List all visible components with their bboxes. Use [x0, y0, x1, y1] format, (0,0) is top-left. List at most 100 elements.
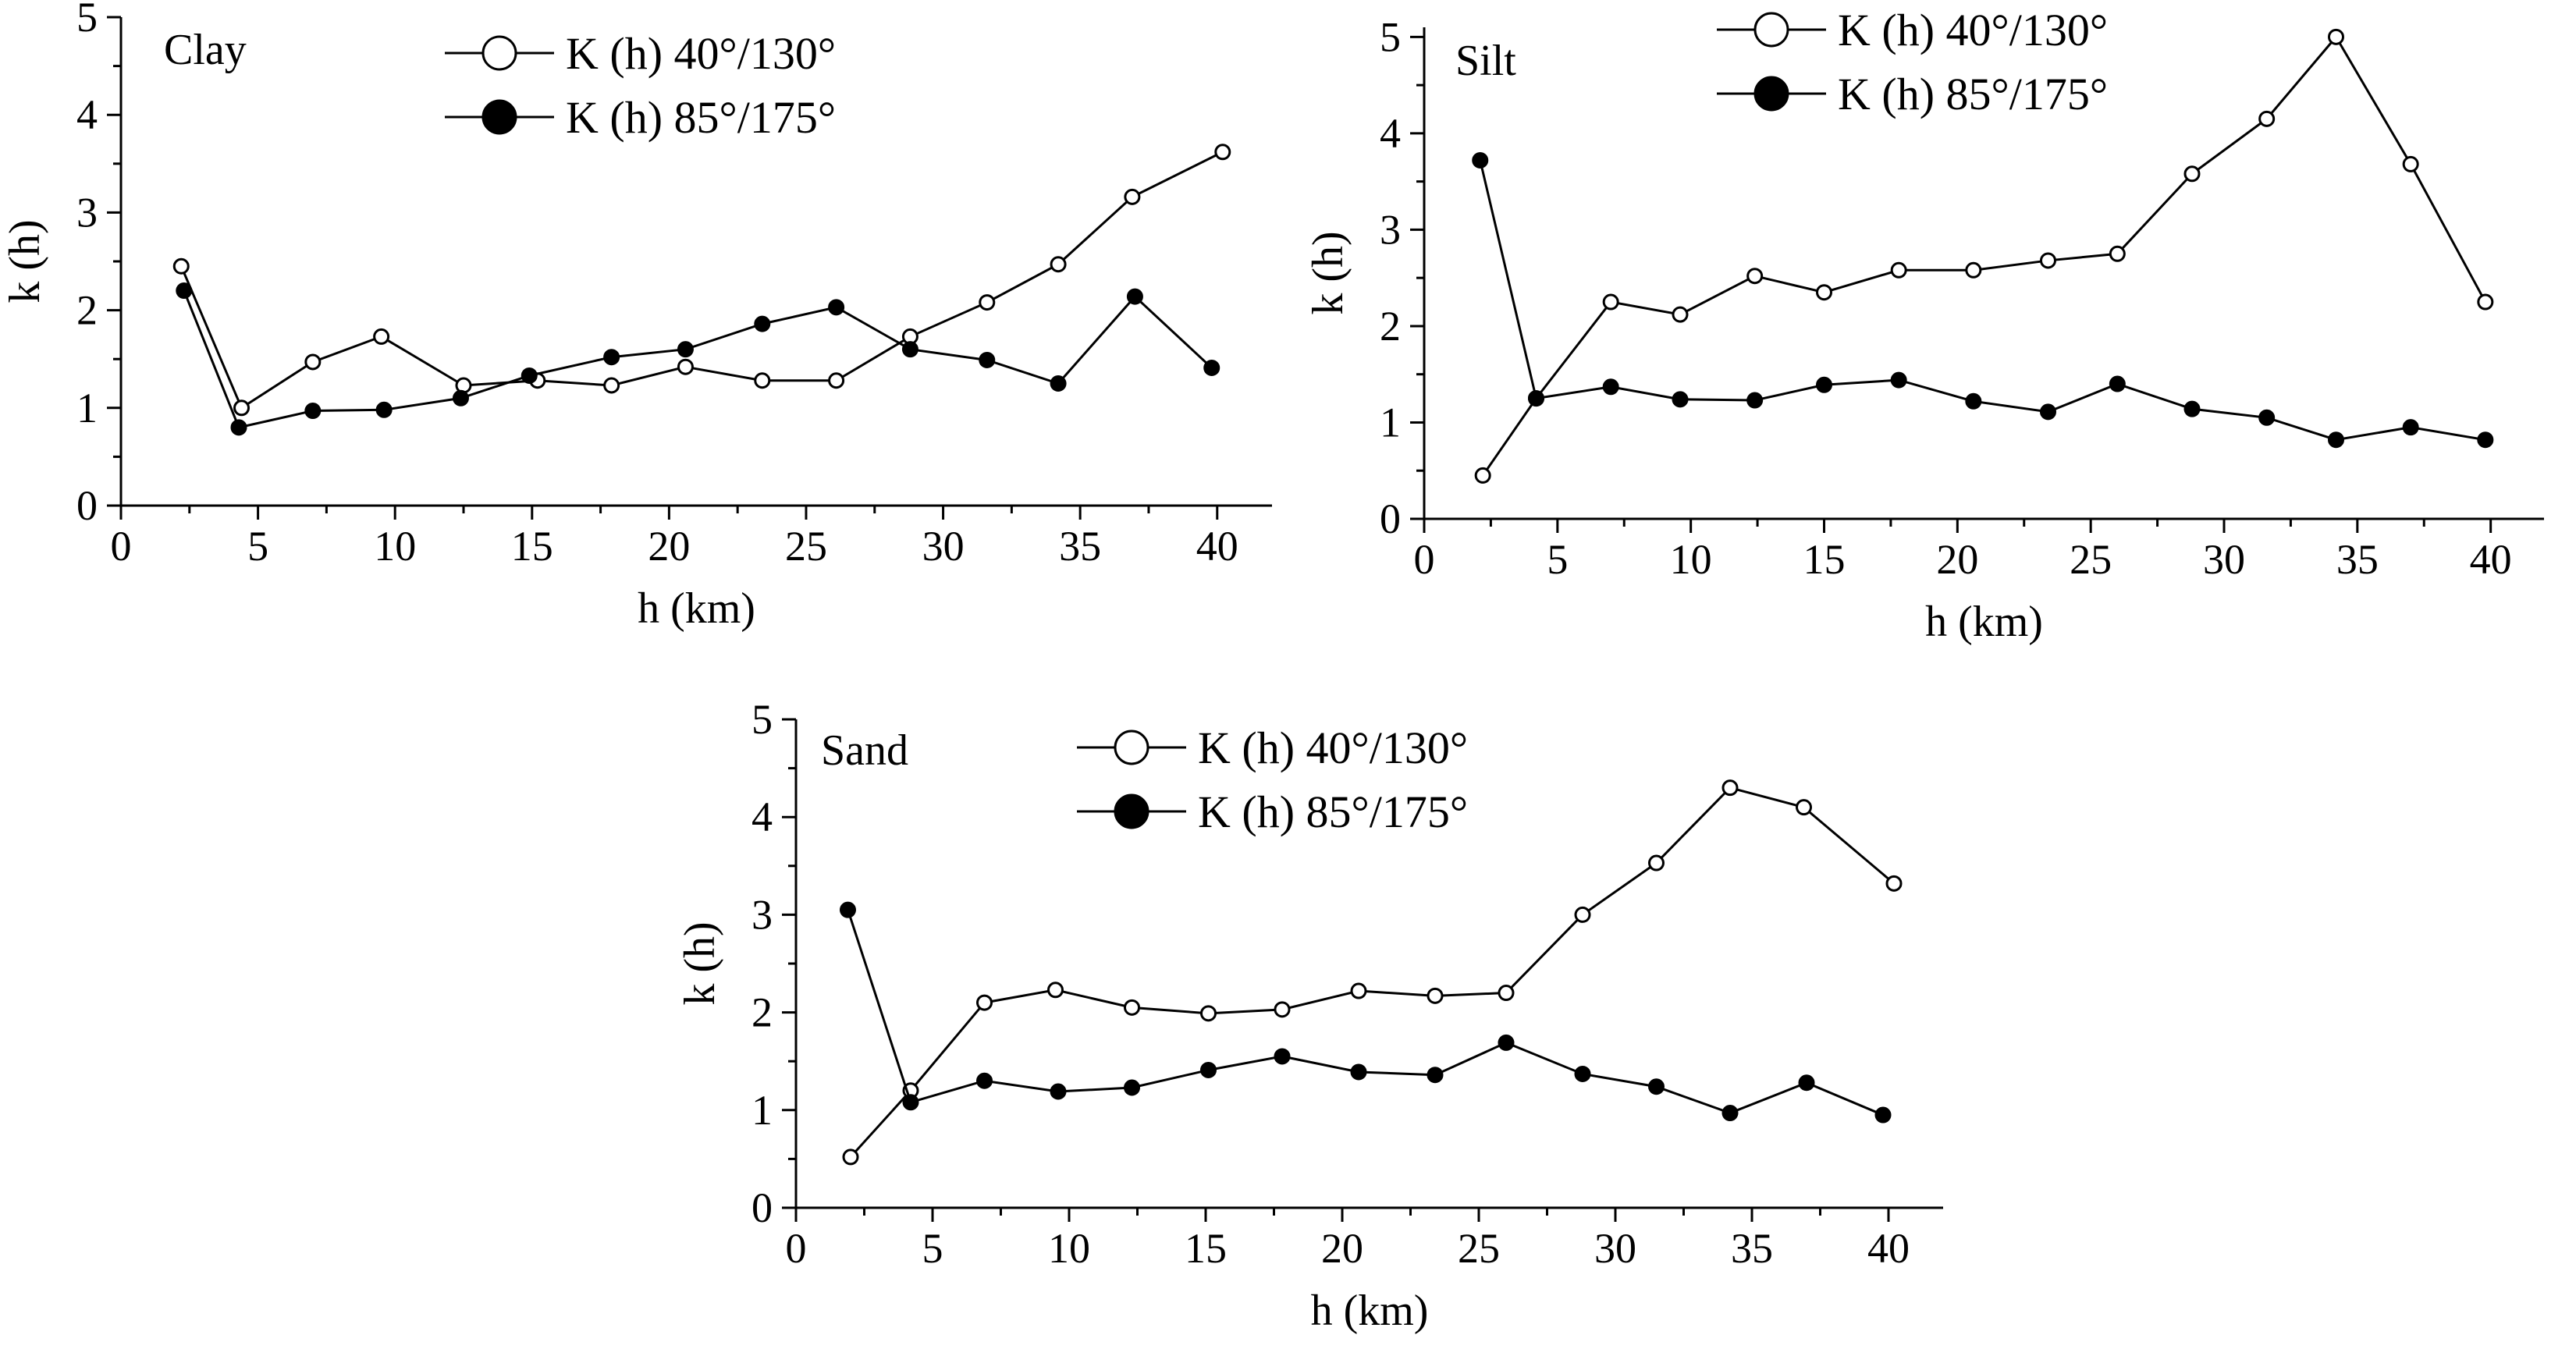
data-point-filled [902, 1094, 919, 1111]
x-tick-label: 20 [1321, 1225, 1363, 1272]
series-line [179, 151, 1224, 410]
legend-label: K (h) 40°/130° [1198, 722, 1468, 773]
data-point-open [1746, 268, 1764, 285]
x-tick-label: 10 [374, 523, 416, 570]
legend-label: K (h) 85°/175° [1838, 69, 2108, 119]
x-tick-label: 40 [1196, 523, 1238, 570]
data-point-open [1965, 261, 1982, 279]
data-point-filled [1124, 1079, 1140, 1096]
x-tick-label: 40 [1867, 1225, 1910, 1272]
panel-title: Silt [1455, 37, 1516, 85]
data-point-filled [1672, 391, 1689, 408]
x-tick-label: 5 [247, 523, 268, 570]
data-point-filled [176, 282, 193, 300]
data-point-filled [828, 299, 845, 316]
x-tick-label: 40 [2470, 536, 2512, 583]
y-tick-label: 4 [1380, 110, 1401, 157]
x-tick-label: 25 [1458, 1225, 1500, 1272]
data-point-open [842, 1148, 859, 1166]
legend-marker-open [1753, 12, 1789, 48]
data-point-filled [452, 389, 469, 406]
data-point-open [1816, 284, 1832, 301]
panel-title: Sand [821, 726, 908, 775]
data-point-filled [677, 341, 694, 358]
y-tick-label: 1 [751, 1087, 773, 1134]
data-point-open [1214, 144, 1231, 161]
series-line [847, 909, 1884, 1116]
data-point-open [1498, 985, 1515, 1002]
y-tick-label: 1 [76, 385, 98, 431]
x-axis-title: h (km) [1311, 1287, 1429, 1335]
data-point-open [1124, 999, 1140, 1016]
data-point-filled [1965, 392, 1982, 410]
legend-label: K (h) 40°/130° [1838, 5, 2108, 55]
data-point-filled [1050, 375, 1067, 392]
y-tick-label: 0 [76, 482, 98, 529]
data-point-filled [1200, 1061, 1217, 1078]
data-point-filled [1890, 371, 1907, 389]
data-point-open [2402, 155, 2419, 172]
y-axis-title: k (h) [1, 219, 49, 303]
y-axis-title: k (h) [1304, 231, 1352, 314]
data-point-filled [1498, 1034, 1515, 1051]
data-point-open [1602, 293, 1619, 311]
legend-label: K (h) 85°/175° [566, 92, 836, 143]
x-tick-label: 10 [1048, 1225, 1090, 1272]
y-tick-label: 5 [76, 0, 98, 41]
data-point-filled [979, 351, 996, 368]
x-tick-label: 35 [2336, 536, 2379, 583]
data-point-filled [1746, 392, 1764, 409]
series-line [849, 786, 1895, 1158]
data-point-filled [2477, 431, 2494, 449]
data-point-filled [230, 419, 247, 436]
data-point-open [172, 257, 190, 275]
data-point-filled [1648, 1078, 1665, 1095]
data-point-open [1047, 982, 1064, 999]
x-tick-label: 5 [922, 1225, 943, 1272]
x-tick-label: 20 [648, 523, 690, 570]
x-axis-title: h (km) [638, 584, 755, 633]
data-point-filled [375, 401, 393, 418]
x-tick-label: 30 [922, 523, 965, 570]
data-point-filled [2258, 409, 2276, 426]
y-tick-label: 3 [1380, 206, 1401, 253]
x-tick-label: 0 [1414, 536, 1435, 583]
x-tick-label: 20 [1936, 536, 1978, 583]
x-tick-label: 10 [1670, 536, 1712, 583]
panel-title: Clay [164, 26, 247, 74]
data-point-open [979, 294, 996, 311]
data-point-filled [840, 901, 856, 918]
x-tick-label: 25 [2070, 536, 2112, 583]
data-point-filled [901, 341, 918, 358]
data-point-open [1124, 188, 1141, 205]
data-point-filled [1721, 1105, 1739, 1122]
data-point-open [1672, 306, 1689, 323]
y-tick-label: 2 [1380, 303, 1401, 350]
data-point-filled [304, 403, 322, 420]
data-point-filled [1126, 288, 1143, 305]
legend-marker-open [1114, 730, 1149, 765]
data-point-filled [2183, 400, 2201, 417]
data-point-filled [1816, 376, 1832, 393]
y-tick-label: 2 [751, 989, 773, 1036]
legend-marker-filled [1753, 76, 1789, 112]
y-tick-label: 3 [76, 189, 98, 236]
x-tick-label: 0 [111, 523, 132, 570]
data-point-open [1050, 256, 1067, 273]
legend-marker-filled [481, 99, 517, 135]
data-point-open [1200, 1005, 1217, 1022]
data-point-open [603, 377, 620, 394]
data-point-open [1796, 799, 1812, 816]
x-tick-label: 15 [1803, 536, 1846, 583]
data-point-open [233, 399, 250, 417]
chart-panel-sand: 0 5 10 15 20 25 30 35 40 0 1 2 3 4 5 h (km) k (h) Sand K (… [676, 696, 1943, 1335]
data-point-filled [2109, 375, 2126, 392]
x-tick-label: 15 [511, 523, 553, 570]
data-point-filled [1528, 390, 1544, 407]
x-tick-label: 0 [786, 1225, 807, 1272]
data-point-open [2040, 252, 2056, 269]
series-line [183, 290, 1213, 429]
data-point-filled [1574, 1065, 1591, 1082]
data-point-open [1890, 261, 1907, 279]
legend-label: K (h) 40°/130° [566, 28, 836, 79]
